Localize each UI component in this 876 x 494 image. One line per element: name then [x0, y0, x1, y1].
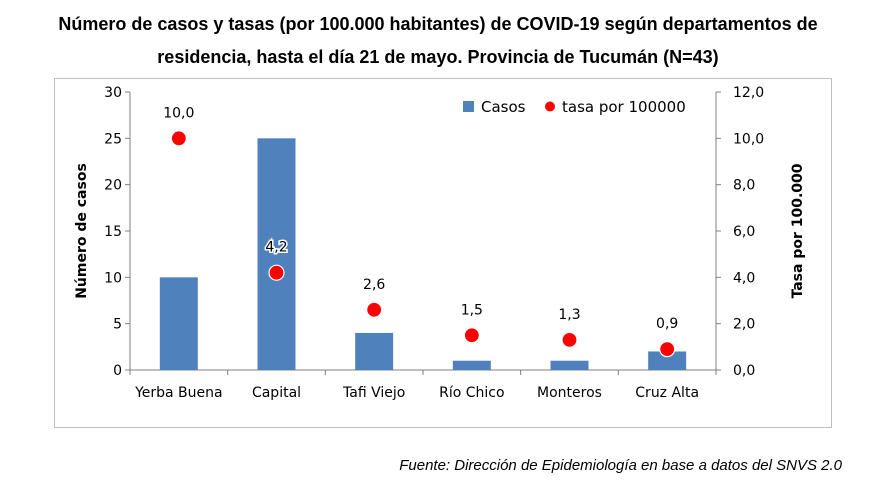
- point-tasa: [659, 341, 676, 358]
- point-tasa: [561, 331, 578, 348]
- x-tick-label: Capital: [252, 385, 301, 401]
- y-tick-label-left: 30: [104, 85, 122, 101]
- data-label-tasa: 4,2: [265, 240, 287, 256]
- bar-casos: [648, 351, 687, 370]
- legend-swatch-casos: [463, 101, 474, 112]
- chart-area: [54, 78, 832, 428]
- source-note: Fuente: Dirección de Epidemiología en ba…: [399, 457, 842, 474]
- legend-label-tasa: tasa por 100000: [562, 98, 686, 116]
- bar-casos: [159, 277, 198, 370]
- y-tick-label-right: 10,0: [733, 131, 764, 147]
- chart-title-line-1: Número de casos y tasas (por 100.000 hab…: [58, 14, 818, 34]
- legend-label-casos: Casos: [481, 98, 526, 116]
- y-tick-label-left: 25: [104, 131, 122, 147]
- bar-casos: [257, 138, 296, 370]
- y-tick-label-right: 4,0: [733, 270, 755, 286]
- y-tick-label-left: 10: [104, 270, 122, 286]
- point-tasa: [366, 301, 383, 318]
- x-tick-label: Monteros: [537, 385, 602, 401]
- y-tick-label-right: 12,0: [733, 85, 764, 101]
- data-label-tasa: 1,3: [558, 307, 580, 323]
- bar-casos: [550, 360, 589, 370]
- x-tick-label: Yerba Buena: [134, 385, 223, 401]
- data-label-tasa: 2,6: [363, 277, 385, 293]
- bar-casos: [452, 360, 491, 370]
- point-tasa: [170, 130, 187, 147]
- y-axis-title-left: Número de casos: [74, 163, 90, 299]
- y-tick-label-right: 8,0: [733, 178, 755, 194]
- chart-title-line-2: residencia, hasta el día 21 de mayo. Pro…: [157, 47, 719, 67]
- y-tick-label-left: 5: [113, 317, 122, 333]
- y-tick-label-left: 20: [104, 178, 122, 194]
- y-tick-label-left: 15: [104, 224, 122, 240]
- y-axis-title-right: Tasa por 100.000: [790, 163, 806, 298]
- y-tick-label-right: 0,0: [733, 363, 755, 379]
- legend-marker-tasa: [545, 101, 555, 112]
- y-tick-label-right: 2,0: [733, 317, 755, 333]
- x-tick-label: Cruz Alta: [635, 385, 699, 401]
- point-tasa: [463, 327, 480, 344]
- x-tick-label: Río Chico: [439, 385, 504, 401]
- point-tasa: [268, 264, 285, 281]
- data-label-tasa: 1,5: [461, 302, 483, 318]
- y-tick-label-left: 0: [113, 363, 122, 379]
- y-tick-label-right: 6,0: [733, 224, 755, 240]
- data-label-tasa: 0,9: [656, 316, 678, 332]
- x-tick-label: Tafi Viejo: [342, 385, 405, 401]
- bar-casos: [355, 332, 394, 370]
- data-label-tasa: 10,0: [163, 105, 194, 121]
